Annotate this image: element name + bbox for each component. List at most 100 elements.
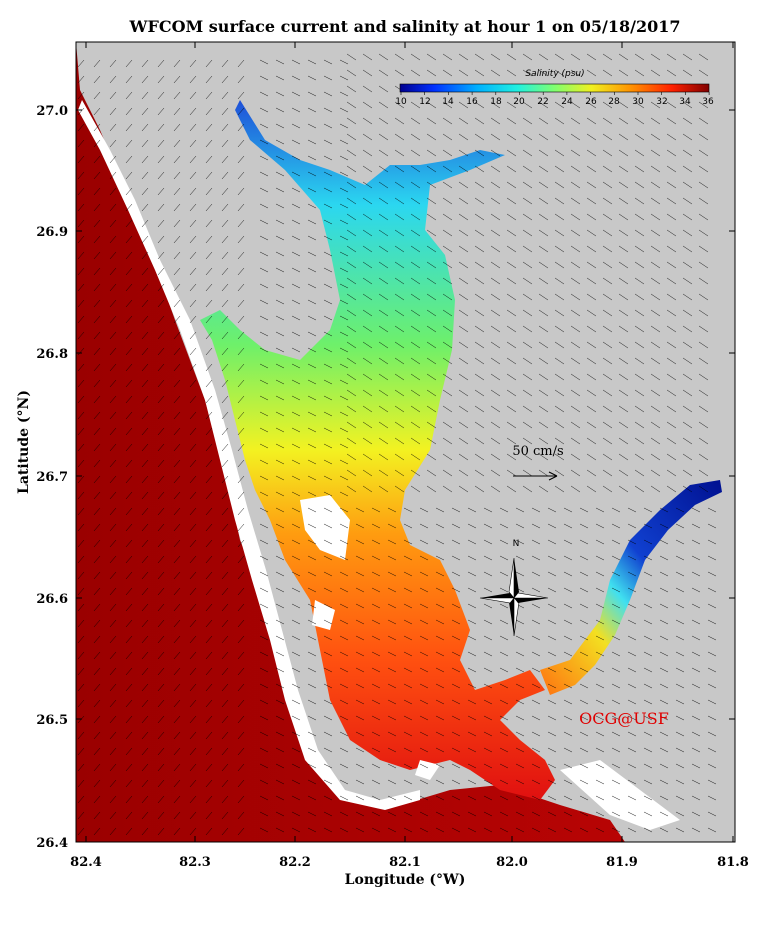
current-vector — [157, 267, 165, 276]
current-vector — [682, 405, 693, 413]
current-vector — [189, 203, 197, 212]
current-vector — [141, 539, 149, 548]
current-vector — [109, 395, 117, 404]
current-vector — [339, 59, 349, 65]
current-vector — [490, 309, 501, 317]
current-vector — [371, 779, 381, 785]
current-vector — [611, 715, 621, 721]
current-vector — [259, 603, 269, 609]
current-vector — [410, 117, 421, 125]
current-vector — [77, 779, 85, 788]
current-vector — [189, 523, 197, 532]
current-vector — [554, 149, 565, 157]
current-vector — [371, 603, 381, 609]
current-vector — [403, 603, 413, 609]
current-vector — [435, 699, 445, 705]
current-vector — [490, 133, 501, 141]
current-vector — [362, 309, 373, 317]
current-vector — [650, 389, 661, 397]
current-vector — [586, 229, 597, 237]
current-vector — [157, 667, 165, 676]
current-vector — [125, 443, 133, 452]
current-vector — [643, 683, 653, 689]
current-vector — [547, 539, 557, 545]
current-vector — [698, 117, 709, 125]
current-vector — [77, 795, 85, 804]
current-vector — [483, 811, 493, 817]
current-vector — [291, 571, 301, 577]
current-vector — [362, 117, 373, 125]
current-vector — [109, 187, 117, 196]
current-vector — [141, 763, 149, 772]
current-vector — [93, 107, 101, 116]
current-vector — [125, 459, 133, 468]
current-vector — [387, 523, 397, 529]
current-vector — [442, 277, 453, 285]
current-vector — [141, 187, 149, 196]
current-vector — [275, 667, 285, 673]
current-vector — [426, 277, 437, 285]
current-vector — [323, 411, 333, 417]
current-vector — [707, 811, 717, 817]
current-vector — [467, 555, 477, 561]
current-vector — [141, 619, 149, 628]
current-vector — [125, 123, 133, 132]
current-vector — [451, 635, 461, 641]
current-vector — [442, 405, 453, 413]
current-vector — [467, 619, 477, 625]
current-vector — [666, 69, 677, 77]
current-vector — [410, 197, 421, 205]
current-vector — [675, 779, 685, 785]
current-vector — [339, 299, 349, 305]
current-vector — [579, 731, 589, 737]
current-vector — [109, 347, 117, 356]
current-vector — [141, 795, 149, 804]
current-vector — [141, 315, 149, 324]
current-vector — [275, 651, 285, 657]
current-vector — [707, 587, 717, 593]
current-vector — [173, 379, 181, 388]
current-vector — [346, 341, 357, 349]
current-vector — [189, 139, 197, 148]
current-vector — [586, 261, 597, 269]
current-vector — [237, 235, 245, 244]
current-vector — [522, 69, 533, 77]
current-vector — [378, 213, 389, 221]
current-vector — [554, 229, 565, 237]
current-vector — [237, 539, 245, 548]
current-vector — [291, 411, 301, 417]
north-label: N — [513, 539, 520, 549]
current-vector — [435, 539, 445, 545]
current-vector — [237, 315, 245, 324]
current-vector — [205, 155, 213, 164]
current-vector — [189, 587, 197, 596]
current-vector — [259, 731, 269, 737]
current-vector — [579, 651, 589, 657]
current-vector — [259, 507, 269, 513]
current-vector — [189, 747, 197, 756]
current-vector — [506, 437, 517, 445]
current-vector — [627, 539, 637, 545]
current-vector — [109, 587, 117, 596]
current-vector — [682, 53, 693, 61]
current-vector — [323, 363, 333, 369]
current-vector — [410, 357, 421, 365]
current-vector — [237, 379, 245, 388]
current-vector — [586, 309, 597, 317]
current-vector — [378, 485, 389, 493]
current-vector — [618, 357, 629, 365]
current-vector — [675, 699, 685, 705]
current-vector — [362, 373, 373, 381]
current-vector — [666, 453, 677, 461]
current-vector — [157, 603, 165, 612]
current-vector — [602, 229, 613, 237]
current-vector — [77, 443, 85, 452]
current-vector — [659, 731, 669, 737]
x-tick-label: 81.8 — [717, 855, 749, 870]
current-vector — [323, 331, 333, 337]
current-vector — [205, 603, 213, 612]
current-vector — [291, 347, 301, 353]
current-vector — [707, 763, 717, 769]
current-vector — [307, 731, 317, 737]
current-vector — [221, 811, 229, 820]
